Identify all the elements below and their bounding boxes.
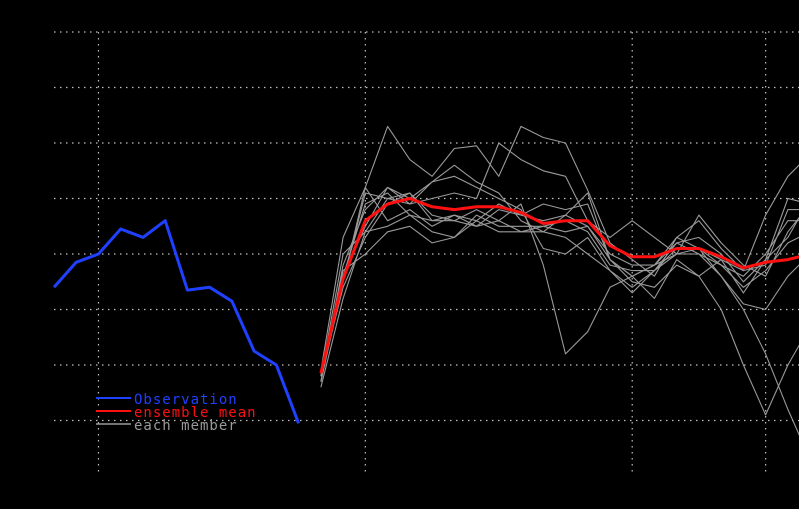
legend-label-each-member: each member bbox=[134, 418, 238, 434]
observation-line bbox=[52, 219, 301, 424]
legend-label-ensemble-mean: ensemble mean bbox=[134, 405, 257, 421]
member-line-7 bbox=[320, 142, 799, 371]
observation-layer bbox=[52, 219, 301, 424]
member-line-1 bbox=[320, 125, 799, 382]
member-line-9 bbox=[320, 175, 799, 382]
ensemble-mean-layer bbox=[319, 197, 799, 374]
member-line-3 bbox=[320, 186, 799, 436]
legend: Observation ensemble mean each member bbox=[96, 392, 257, 434]
ensemble-mean-line bbox=[319, 197, 799, 374]
member-line-8 bbox=[320, 164, 799, 377]
legend-label-observation: Observation bbox=[134, 392, 238, 408]
member-line-5 bbox=[320, 214, 799, 377]
